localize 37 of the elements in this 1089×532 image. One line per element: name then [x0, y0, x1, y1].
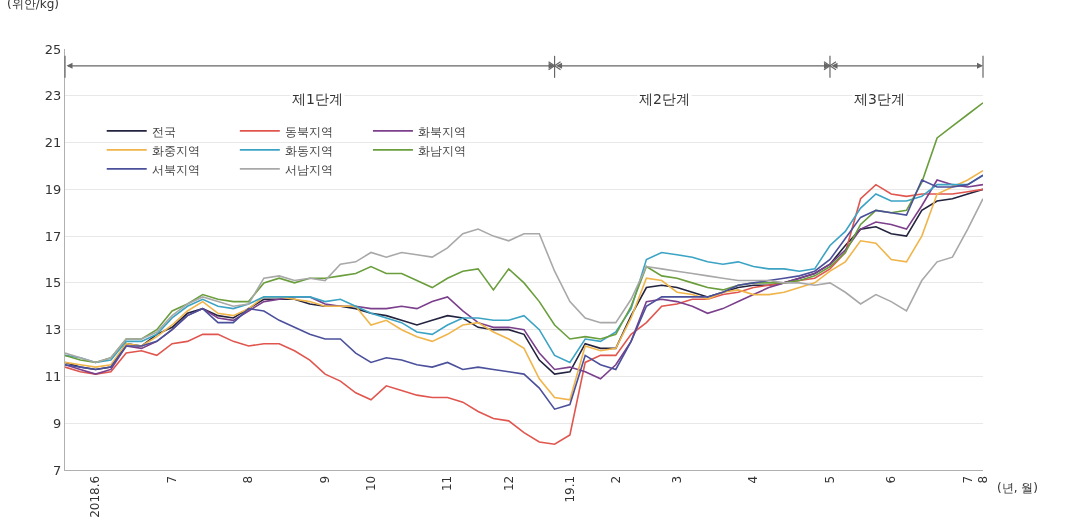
y-tick-label: 19 — [44, 181, 62, 197]
legend-label: 전국 — [151, 124, 176, 139]
y-tick-label: 17 — [44, 228, 62, 244]
annotation: 제2단계 — [639, 91, 690, 107]
x-tick-label: 2018.6 — [88, 475, 103, 518]
x-tick-label: 9 — [318, 475, 332, 484]
x-tick-label: 8 — [975, 475, 990, 484]
x-tick-label: 19.1 — [562, 475, 577, 503]
annotation: 제1단계 — [292, 91, 343, 107]
x-tick-label: 2 — [608, 475, 623, 484]
x-axis-title: (년, 월) — [997, 481, 1038, 495]
x-tick-label: 8 — [241, 475, 256, 484]
legend-label: 서북지역 — [151, 162, 200, 177]
legend-label: 화북지역 — [417, 124, 466, 139]
x-tick-label: 11 — [440, 475, 455, 492]
legend-label: 서남지역 — [284, 162, 333, 177]
legend-label: 화중지역 — [151, 143, 200, 158]
x-tick-label: 4 — [746, 475, 761, 484]
y-tick-label: 15 — [44, 275, 62, 291]
annotation: 제3단계 — [854, 91, 905, 107]
x-tick-label: 6 — [884, 475, 899, 484]
x-tick-label: 10 — [363, 475, 378, 492]
legend-label: 동북지역 — [284, 124, 333, 139]
y-tick-label: 23 — [44, 88, 62, 104]
line-series — [65, 183, 983, 446]
y-tick-label: 11 — [44, 368, 62, 384]
legend-label: 화남지역 — [417, 143, 466, 158]
x-tick-label: 12 — [501, 475, 516, 492]
x-tick-label: 7 — [165, 475, 179, 484]
y-tick-label: 9 — [53, 415, 62, 431]
x-tick-label: 7 — [960, 475, 975, 484]
x-tick-label: 3 — [669, 475, 684, 484]
x-tick-label: 5 — [822, 475, 837, 484]
legend-label: 화동지역 — [284, 143, 333, 158]
y-tick-label: 13 — [44, 322, 62, 338]
y-tick-label: 21 — [44, 135, 62, 151]
y-tick-label: 25 — [44, 41, 62, 57]
